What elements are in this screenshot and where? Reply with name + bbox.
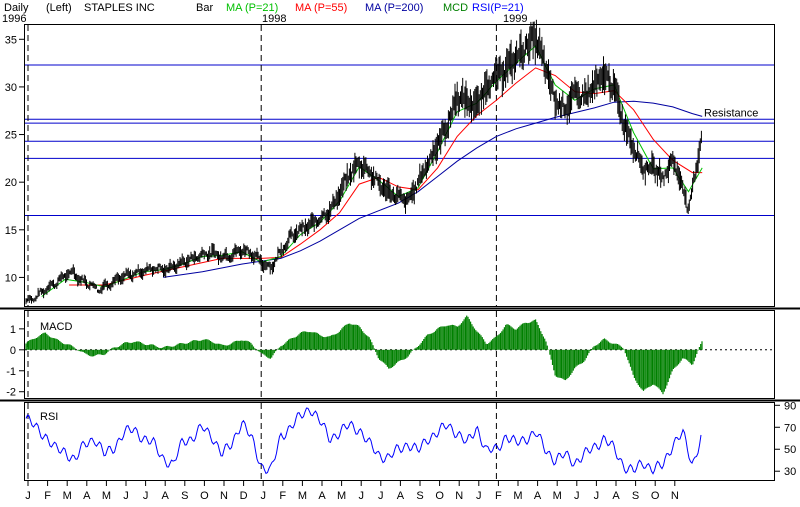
x-tick-label: J	[260, 490, 266, 502]
macd-panel: MACD 1 0 -1 -2	[6, 315, 774, 399]
rsi-line	[25, 407, 702, 475]
x-tick-label: F	[495, 490, 502, 502]
price-y-tick-label: 35	[5, 34, 17, 46]
x-tick-label: S	[416, 490, 423, 502]
price-y-tick-label: 15	[5, 225, 17, 237]
rsi-panel-label: RSI	[40, 411, 58, 423]
bar-label: Bar	[196, 2, 213, 14]
x-tick-label: S	[181, 490, 188, 502]
x-tick-label: M	[63, 490, 72, 502]
price-y-tick-label: 10	[5, 272, 17, 284]
x-tick-label: N	[671, 490, 679, 502]
x-tick-label: M	[553, 490, 562, 502]
mcd-legend: MCD	[443, 2, 468, 14]
x-tick-label: J	[123, 490, 129, 502]
x-tick-label: J	[358, 490, 364, 502]
rsi-y-tick-label: 30	[784, 466, 796, 478]
x-tick-label: A	[83, 490, 91, 502]
price-y-tick-label: 20	[5, 177, 17, 189]
x-tick-label: O	[651, 490, 660, 502]
x-tick-label: A	[162, 490, 170, 502]
chart-header: Daily (Left) STAPLES INC Bar MA (P=21) M…	[4, 2, 524, 14]
x-tick-label: F	[279, 490, 286, 502]
x-tick-label: J	[594, 490, 600, 502]
rsi-panel-frame	[24, 402, 775, 481]
x-tick-label: A	[397, 490, 405, 502]
year-label: 1999	[503, 13, 527, 25]
macd-y-tick-label: -1	[6, 366, 16, 378]
macd-y-tick-label: 1	[10, 324, 16, 336]
ma21-legend: MA (P=21)	[226, 2, 278, 14]
x-tick-label: J	[25, 490, 31, 502]
ma200-line	[163, 100, 703, 278]
x-tick-label: J	[476, 490, 482, 502]
x-tick-label: O	[200, 490, 209, 502]
rsi-y-tick-label: 50	[784, 444, 796, 456]
x-tick-label: N	[220, 490, 228, 502]
rsi-y-tick-label: 90	[784, 400, 796, 412]
x-tick-label: A	[534, 490, 542, 502]
symbol-label: STAPLES INC	[84, 2, 155, 14]
ma200-legend: MA (P=200)	[365, 2, 423, 14]
x-tick-label: M	[298, 490, 307, 502]
x-tick-label: J	[143, 490, 149, 502]
x-tick-label: J	[574, 490, 580, 502]
macd-panel-label: MACD	[40, 321, 72, 333]
price-y-tick-label: 25	[5, 130, 17, 142]
period-label: Daily	[4, 2, 29, 14]
price-panel-frame	[24, 24, 775, 307]
macd-panel-frame	[24, 310, 775, 399]
rsi-legend: RSI(P=21)	[472, 2, 524, 14]
rsi-panel: RSI 90 70 50 30	[25, 400, 796, 478]
price-y-tick-label: 30	[5, 82, 17, 94]
x-tick-label: O	[435, 490, 444, 502]
x-tick-label: J	[378, 490, 384, 502]
year-label: 1998	[262, 13, 286, 25]
macd-y-tick-label: -2	[6, 387, 16, 399]
ma55-legend: MA (P=55)	[295, 2, 347, 14]
axis-side-label: (Left)	[46, 2, 72, 14]
x-tick-label: M	[513, 490, 522, 502]
macd-bars	[25, 315, 703, 395]
x-tick-label: M	[337, 490, 346, 502]
resistance-annotation: Resistance	[704, 107, 758, 119]
year-label: 1996	[2, 13, 26, 25]
x-tick-label: D	[240, 490, 248, 502]
ma55-line	[69, 67, 703, 286]
price-bars	[25, 19, 702, 305]
rsi-y-tick-label: 70	[784, 422, 796, 434]
x-tick-label: N	[455, 490, 463, 502]
macd-y-tick-label: 0	[10, 345, 16, 357]
x-tick-label: S	[632, 490, 639, 502]
x-tick-label: M	[102, 490, 111, 502]
x-tick-label: A	[612, 490, 620, 502]
x-tick-label: A	[318, 490, 326, 502]
x-tick-label: F	[44, 490, 51, 502]
